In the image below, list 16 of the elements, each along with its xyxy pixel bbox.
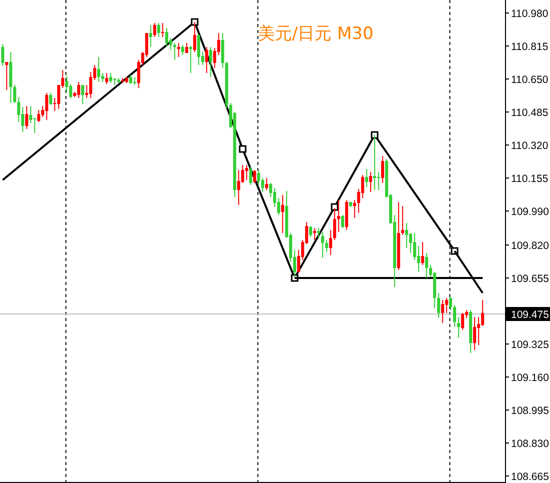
y-tick-label: 109.655 — [511, 273, 550, 285]
y-tick-label: 108.830 — [511, 438, 550, 450]
ref-line-label: 109.475 — [511, 309, 550, 321]
y-tick-label: 109.325 — [511, 339, 550, 351]
y-tick-label: 108.995 — [511, 405, 550, 417]
y-tick-label: 110.320 — [511, 140, 548, 152]
text: 美元/日元 M30 — [258, 24, 374, 44]
y-tick-label: 110.155 — [511, 173, 548, 185]
y-tick-label: 109.990 — [511, 206, 550, 218]
y-tick-label: 110.815 — [511, 41, 548, 53]
y-tick-label: 109.160 — [511, 372, 550, 384]
y-tick-label: 109.820 — [511, 240, 550, 252]
y-tick-label: 108.665 — [511, 471, 550, 483]
y-tick-label: 110.485 — [511, 107, 548, 119]
y-tick-label: 110.650 — [511, 74, 548, 86]
y-tick-label: 110.980 — [511, 8, 548, 20]
